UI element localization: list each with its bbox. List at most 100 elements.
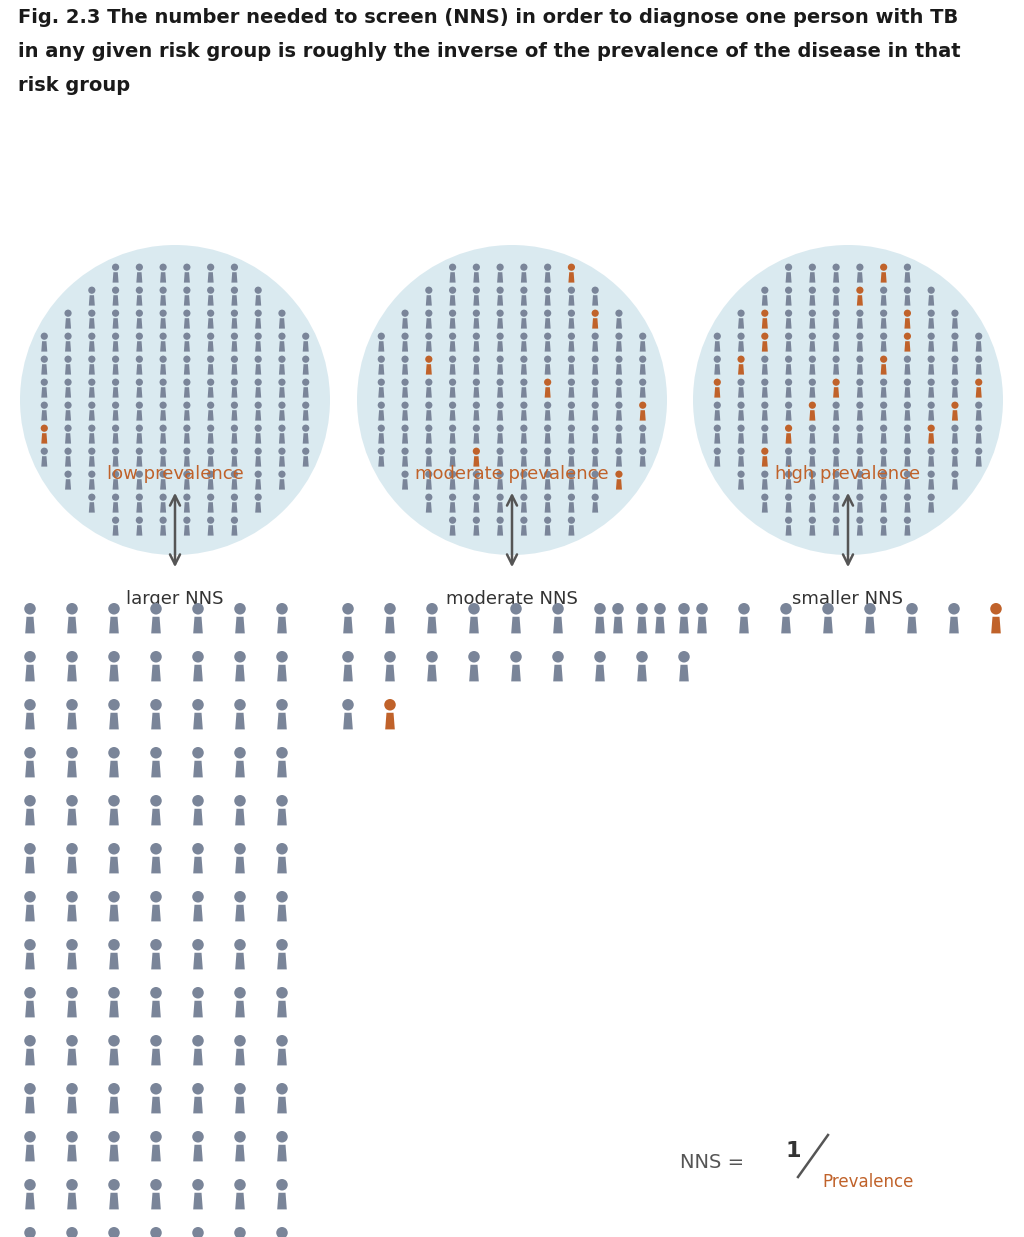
Circle shape (88, 379, 95, 386)
Circle shape (615, 379, 623, 386)
Circle shape (928, 402, 935, 408)
Polygon shape (521, 526, 527, 536)
Polygon shape (26, 904, 35, 922)
Circle shape (279, 309, 286, 317)
Polygon shape (473, 456, 479, 466)
Polygon shape (592, 456, 598, 466)
Polygon shape (592, 318, 598, 329)
Polygon shape (152, 952, 161, 970)
Circle shape (856, 470, 863, 477)
Polygon shape (89, 341, 95, 351)
Circle shape (183, 309, 190, 317)
Circle shape (67, 699, 78, 710)
Polygon shape (952, 341, 957, 351)
Circle shape (833, 333, 840, 340)
Polygon shape (616, 479, 622, 490)
Circle shape (449, 470, 456, 477)
Circle shape (468, 602, 480, 615)
Circle shape (183, 448, 190, 455)
Circle shape (151, 1179, 162, 1190)
Circle shape (109, 891, 120, 903)
Circle shape (279, 470, 286, 477)
Polygon shape (640, 387, 646, 397)
Circle shape (67, 1084, 78, 1095)
Circle shape (592, 379, 599, 386)
Polygon shape (152, 809, 161, 825)
Circle shape (67, 891, 78, 903)
Circle shape (279, 448, 286, 455)
Polygon shape (907, 617, 916, 633)
Circle shape (544, 309, 551, 317)
Circle shape (544, 448, 551, 455)
Circle shape (151, 1035, 162, 1047)
Circle shape (193, 1084, 204, 1095)
Polygon shape (160, 341, 166, 351)
Circle shape (67, 602, 78, 615)
Circle shape (65, 355, 72, 362)
Polygon shape (904, 526, 910, 536)
Polygon shape (545, 318, 551, 329)
Circle shape (151, 1084, 162, 1095)
Circle shape (544, 355, 551, 362)
Circle shape (255, 402, 262, 408)
Polygon shape (809, 341, 815, 351)
Circle shape (880, 263, 887, 271)
Polygon shape (402, 318, 408, 329)
Circle shape (785, 379, 793, 386)
Circle shape (207, 263, 214, 271)
Polygon shape (881, 433, 887, 444)
Polygon shape (473, 502, 479, 512)
Polygon shape (194, 713, 203, 730)
Polygon shape (255, 433, 261, 444)
Circle shape (25, 602, 36, 615)
Polygon shape (236, 1144, 245, 1162)
Circle shape (136, 309, 143, 317)
Polygon shape (521, 341, 527, 351)
Circle shape (761, 448, 768, 455)
Circle shape (809, 424, 816, 432)
Circle shape (951, 448, 958, 455)
Polygon shape (26, 952, 35, 970)
Polygon shape (473, 479, 479, 490)
Polygon shape (160, 526, 166, 536)
Polygon shape (785, 411, 792, 421)
Circle shape (67, 1035, 78, 1047)
Circle shape (112, 402, 119, 408)
Polygon shape (904, 296, 910, 306)
Circle shape (497, 494, 504, 501)
Polygon shape (450, 479, 456, 490)
Circle shape (737, 470, 744, 477)
Circle shape (785, 287, 793, 294)
Circle shape (544, 517, 551, 523)
Polygon shape (184, 341, 189, 351)
Polygon shape (279, 318, 285, 329)
Circle shape (615, 402, 623, 408)
Polygon shape (881, 479, 887, 490)
Circle shape (714, 355, 721, 362)
Polygon shape (343, 617, 353, 633)
Polygon shape (928, 387, 934, 397)
Polygon shape (881, 296, 887, 306)
Circle shape (255, 494, 262, 501)
Circle shape (160, 379, 167, 386)
Polygon shape (637, 617, 647, 633)
Polygon shape (949, 617, 958, 633)
Polygon shape (110, 761, 119, 777)
Polygon shape (152, 1049, 161, 1065)
Circle shape (136, 379, 143, 386)
Circle shape (230, 448, 238, 455)
Polygon shape (231, 479, 238, 490)
Circle shape (401, 333, 409, 340)
Circle shape (425, 424, 432, 432)
Circle shape (230, 494, 238, 501)
Polygon shape (68, 1049, 77, 1065)
Polygon shape (236, 1192, 245, 1210)
Circle shape (904, 379, 911, 386)
Polygon shape (66, 456, 71, 466)
Polygon shape (160, 364, 166, 375)
Circle shape (109, 1084, 120, 1095)
Polygon shape (952, 411, 957, 421)
Polygon shape (809, 433, 815, 444)
Circle shape (639, 379, 646, 386)
Polygon shape (184, 411, 189, 421)
